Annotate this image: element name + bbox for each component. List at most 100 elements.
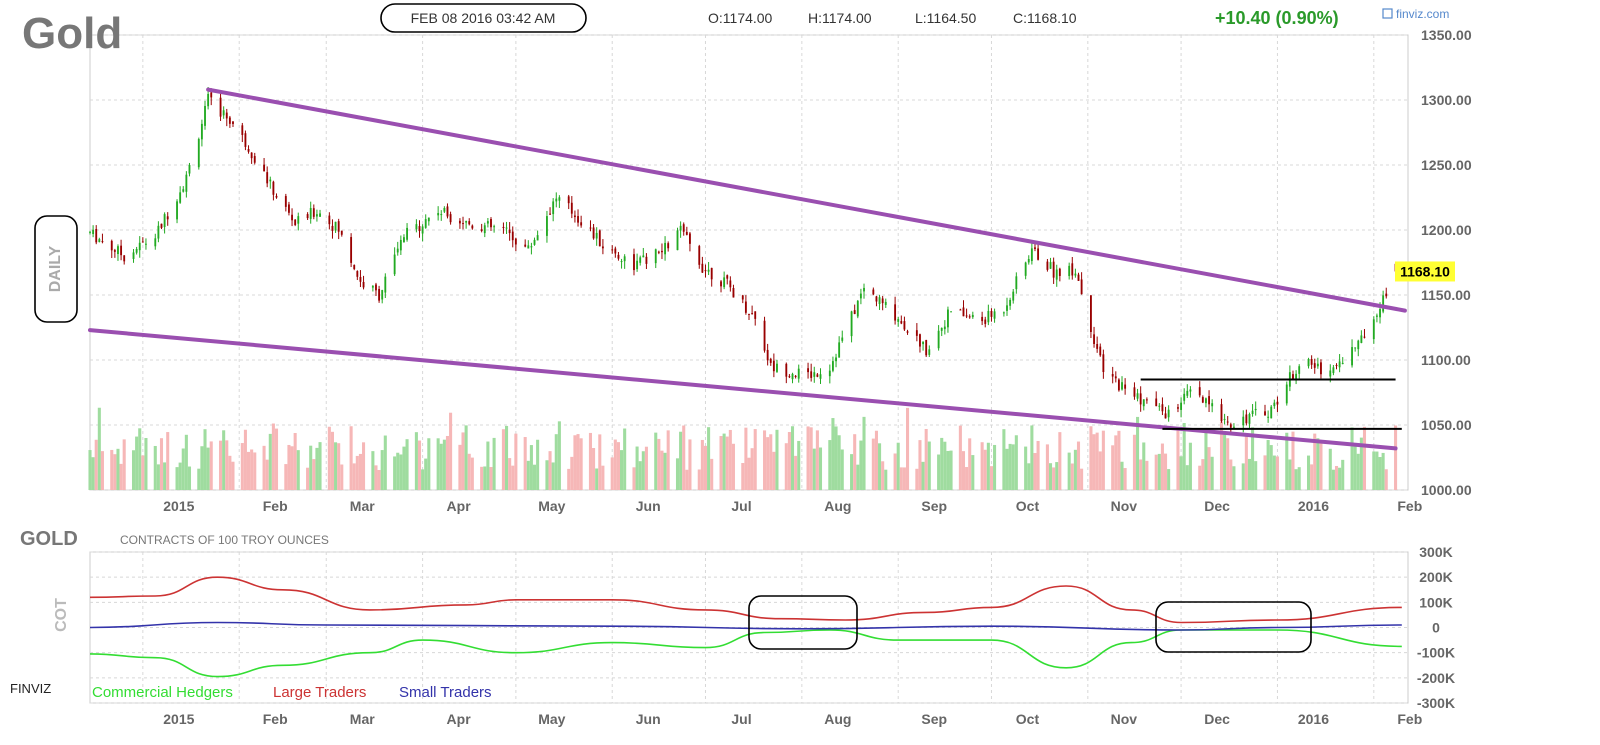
volume-bar [685, 469, 689, 490]
volume-bar [697, 469, 701, 490]
datetime-label: FEB 08 2016 03:42 AM [411, 10, 556, 26]
candle-body [225, 112, 228, 119]
candle-body [179, 192, 182, 203]
volume-bar [122, 439, 126, 490]
candle-body [595, 232, 598, 239]
price-x-tick-label: May [538, 498, 565, 514]
volume-bar [470, 457, 474, 490]
candle-body [623, 256, 626, 262]
candle-body [145, 243, 147, 245]
candle-body [157, 225, 160, 239]
volume-bar [943, 441, 947, 490]
candle-body [284, 196, 287, 207]
candle-body [897, 319, 900, 322]
volume-bar [971, 455, 975, 490]
candle-body [188, 165, 191, 174]
volume-bar [654, 432, 658, 490]
candle-body [508, 229, 511, 234]
candle-body [263, 164, 266, 172]
candle-body [219, 97, 222, 117]
candle-body [940, 327, 943, 331]
volume-bar [644, 446, 648, 490]
volume-bar [1002, 429, 1006, 490]
volume-bar [1272, 455, 1276, 490]
candle-body [141, 241, 144, 243]
candle-body [859, 293, 862, 299]
volume-bar [1176, 429, 1180, 490]
candle-body [222, 110, 225, 116]
candle-body [744, 301, 747, 313]
candle-body [340, 230, 343, 235]
volume-bar [700, 439, 704, 490]
price-y-tick-label: 1350.00 [1421, 27, 1472, 43]
candle-body [819, 374, 822, 379]
volume-bar [613, 439, 617, 490]
volume-bar [536, 439, 540, 490]
volume-bar [719, 436, 723, 490]
volume-bar [682, 425, 686, 490]
volume-bar [1080, 468, 1084, 490]
volume-bar [1247, 458, 1251, 490]
candle-body [919, 334, 921, 347]
candle-body [617, 254, 620, 259]
volume-bar [1263, 455, 1267, 490]
candle-body [250, 152, 253, 159]
candle-body [244, 133, 247, 147]
candle-body [1375, 315, 1378, 317]
candle-body [1357, 340, 1360, 350]
candle-body [228, 117, 231, 124]
legend-item-large-traders: Large Traders [273, 684, 366, 701]
volume-bar [156, 464, 160, 490]
candle-body [639, 257, 642, 263]
candle-body [117, 246, 119, 255]
candle-body [962, 307, 965, 317]
candle-body [182, 189, 185, 192]
candle-body [232, 121, 234, 124]
candle-body [396, 248, 399, 253]
candle-body [965, 315, 968, 317]
volume-bar [1089, 426, 1093, 490]
candle-body [875, 296, 878, 302]
volume-bar [775, 429, 779, 490]
candle-body [657, 251, 660, 253]
volume-bar [135, 436, 139, 490]
candle-body [312, 208, 315, 217]
candle-body [1074, 273, 1077, 276]
candle-body [154, 238, 157, 247]
volume-bar [850, 454, 854, 490]
volume-bar [545, 460, 549, 490]
volume-bar [225, 440, 229, 490]
candle-body [1002, 312, 1005, 314]
candle-body [567, 196, 570, 204]
candle-body [1226, 421, 1229, 423]
volume-bar [937, 454, 941, 490]
candle-body [514, 238, 517, 245]
candle-body [266, 172, 269, 184]
candle-body [1295, 373, 1298, 381]
candle-body [533, 239, 536, 245]
volume-bar [97, 407, 101, 490]
volume-bar [784, 443, 788, 490]
cot-x-tick-label: Jul [731, 711, 751, 727]
candle-body [272, 181, 275, 195]
volume-bar [940, 437, 944, 490]
candle-body [1164, 413, 1167, 419]
volume-bar [144, 437, 148, 490]
volume-bar [1223, 432, 1227, 490]
volume-bar [828, 440, 832, 490]
range-lines [1140, 378, 1402, 430]
candle-body [1030, 248, 1033, 262]
candle-body [601, 246, 604, 249]
candle-body [1037, 248, 1040, 260]
candle-body [465, 220, 468, 223]
timeframe-label: DAILY [47, 245, 64, 292]
volume-bar [968, 438, 972, 490]
volume-bar [567, 468, 571, 490]
volume-bar [355, 455, 359, 490]
candle-body [353, 265, 356, 270]
volume-bar [337, 443, 341, 490]
volume-bar [436, 438, 440, 490]
volume-bar [1378, 457, 1382, 490]
candle-body [592, 227, 595, 239]
volume-bar [906, 407, 910, 490]
